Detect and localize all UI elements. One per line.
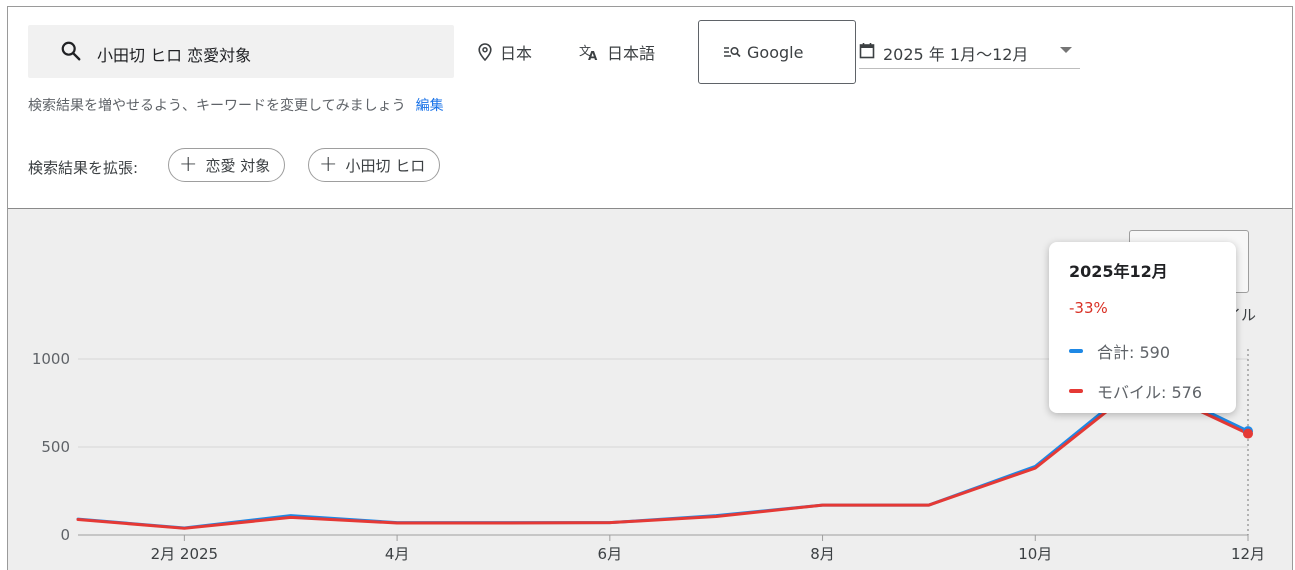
search-box[interactable]: 小田切 ヒロ 恋愛対象 [28,25,454,78]
svg-text:文: 文 [579,43,591,58]
search-engine-label: Google [747,42,804,62]
keyword-hint: 検索結果を増やせるよう、キーワードを変更してみましょう 編集 [28,95,444,115]
tooltip-row-mobile: モバイル: 576 [1069,379,1216,403]
tooltip-title: 2025年12月 [1069,262,1168,281]
total-swatch [1069,349,1083,353]
chevron-down-icon [1060,47,1072,53]
y-tick-label: 1000 [32,350,70,368]
expand-results-panel: 検索結果を拡張: + 恋愛 対象 + 小田切 ヒロ [8,122,1292,209]
x-tick-label: 4月 [385,545,410,563]
x-tick-label: 6月 [598,545,623,563]
edit-link[interactable]: 編集 [415,98,444,114]
series-point-mobile-dec [1243,428,1253,439]
chip-label: 恋愛 対象 [205,156,271,175]
trends-panel: 小田切 ヒロ 恋愛対象 日本 文 A 日本語 [7,6,1293,570]
x-tick-label: 12月 [1231,545,1265,563]
plus-icon: + [179,152,198,177]
query-panel: 小田切 ヒロ 恋愛対象 日本 文 A 日本語 [8,7,1292,123]
svg-text:A: A [588,49,598,61]
series-line-mobile [76,382,1250,530]
tooltip-mobile-value: モバイル: 576 [1097,383,1203,402]
plus-icon: + [319,152,338,177]
location-pin-icon [478,43,492,61]
y-tick-label: 0 [60,526,70,544]
hint-text: 検索結果を増やせるよう、キーワードを変更してみましょう [28,98,406,114]
tooltip-change: -33% [1069,299,1108,317]
chart-tooltip: 2025年12月 -33% 合計: 590 モバイル: 576 [1049,242,1236,413]
search-query[interactable]: 小田切 ヒロ 恋愛対象 [97,46,252,65]
language-filter[interactable]: 文 A 日本語 [579,40,655,64]
x-tick-label: 10月 [1018,545,1052,563]
search-engine-button[interactable]: Google [698,20,856,84]
expand-chip-odagiri-hiro[interactable]: + 小田切 ヒロ [308,148,441,182]
x-tick-label: 8月 [810,545,835,563]
search-icon [61,41,81,61]
tooltip-row-total: 合計: 590 [1069,339,1216,363]
chip-label: 小田切 ヒロ [345,156,426,175]
mobile-swatch [1069,389,1083,393]
expand-label: 検索結果を拡張: [28,159,139,177]
date-range-label: 2025 年 1月〜12月 [883,45,1029,64]
trend-chart: イル 0 500 1000 2月 2025 4月 6月 8月 10月 12月 2025年12月 … [8,209,1292,570]
search-list-icon [723,45,741,59]
tooltip-total-value: 合計: 590 [1097,343,1171,362]
y-tick-label: 500 [41,438,70,456]
location-filter[interactable]: 日本 [478,40,532,64]
location-label: 日本 [500,44,533,63]
translate-icon: 文 A [579,43,599,61]
date-range-select[interactable]: 2025 年 1月〜12月 [859,37,1080,69]
x-tick-label: 2月 2025 [151,545,219,563]
calendar-icon [859,42,875,63]
language-label: 日本語 [607,44,656,63]
expand-chip-romance-target[interactable]: + 恋愛 対象 [168,148,286,182]
